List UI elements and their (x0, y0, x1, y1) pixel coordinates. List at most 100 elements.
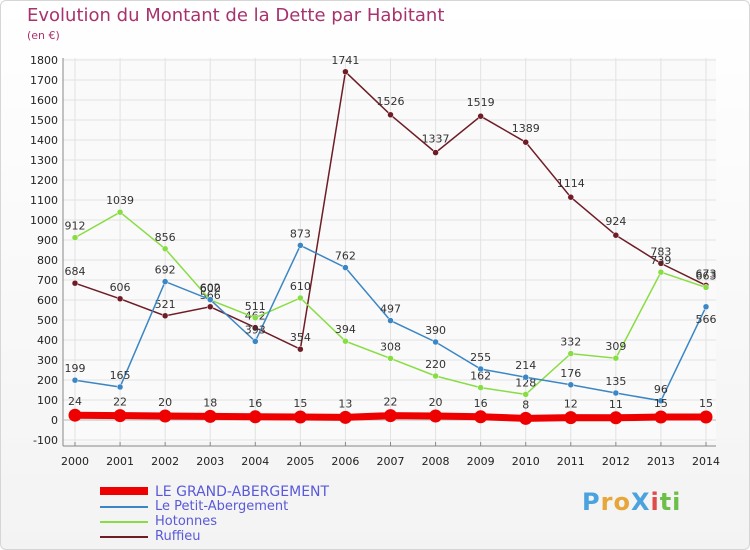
data-label-le-grand-abergement: 16 (248, 397, 262, 410)
data-label-hotonnes: 511 (245, 300, 266, 313)
legend-label: LE GRAND-ABERGEMENT (155, 484, 330, 500)
chart-title: Evolution du Montant de la Dette par Hab… (27, 5, 445, 26)
data-label-le-petit-abergement: 199 (65, 362, 86, 375)
y-tick-label: 900 (37, 234, 58, 247)
data-label-le-grand-abergement: 20 (158, 396, 172, 409)
data-point-ruffieu (567, 193, 575, 201)
y-tick-label: 300 (37, 354, 58, 367)
data-point-hotonnes (71, 234, 79, 241)
y-tick-label: 1200 (30, 174, 58, 187)
x-tick-label: 2009 (467, 455, 495, 468)
data-label-le-grand-abergement: 8 (522, 398, 529, 411)
data-label-hotonnes: 332 (560, 336, 581, 349)
logo-letter: i (672, 488, 682, 516)
y-tick-label: 1300 (30, 154, 58, 167)
y-tick-label: 800 (37, 254, 58, 267)
chart-subtitle: (en €) (27, 29, 60, 42)
data-point-ruffieu (477, 112, 484, 120)
y-tick-label: 1600 (30, 94, 58, 107)
y-tick-label: 1800 (30, 54, 58, 67)
data-label-ruffieu: 924 (605, 215, 626, 228)
data-label-ruffieu: 1519 (467, 96, 495, 109)
data-point-le-grand-abergement (293, 410, 307, 424)
proxiti-logo: ProXiti (582, 488, 681, 516)
legend-swatch (100, 536, 148, 538)
x-tick-label: 2004 (241, 455, 269, 468)
data-label-le-grand-abergement: 15 (699, 397, 713, 410)
data-label-ruffieu: 684 (65, 265, 86, 278)
data-label-le-petit-abergement: 497 (380, 303, 401, 316)
data-label-ruffieu: 1389 (512, 122, 540, 135)
data-label-ruffieu: 606 (110, 281, 131, 294)
data-label-le-petit-abergement: 873 (290, 227, 311, 240)
x-tick-label: 2013 (647, 455, 675, 468)
data-point-hotonnes (657, 268, 665, 276)
data-point-le-grand-abergement (203, 409, 217, 423)
x-tick-label: 2000 (61, 455, 89, 468)
data-point-hotonnes (297, 294, 304, 302)
x-tick-label: 2010 (512, 455, 540, 468)
plot-area (63, 58, 716, 442)
data-point-le-petit-abergement (71, 376, 79, 384)
legend-swatch (100, 506, 148, 508)
data-label-hotonnes: 309 (605, 340, 626, 353)
data-point-hotonnes (477, 384, 484, 391)
data-label-hotonnes: 739 (650, 254, 671, 267)
data-point-ruffieu (252, 324, 259, 331)
data-point-ruffieu (342, 68, 349, 76)
data-point-ruffieu (71, 279, 79, 287)
data-point-ruffieu (432, 149, 439, 156)
data-point-hotonnes (432, 372, 439, 380)
y-tick-label: 600 (37, 294, 58, 307)
data-point-le-petit-abergement (522, 373, 529, 381)
data-point-le-petit-abergement (432, 338, 439, 346)
data-label-le-grand-abergement: 15 (654, 397, 668, 410)
data-label-ruffieu: 1114 (557, 177, 585, 190)
y-tick-label: 1400 (30, 134, 58, 147)
logo-letter: P (582, 488, 601, 516)
x-tick-label: 2012 (602, 455, 630, 468)
y-tick-label: 700 (37, 274, 58, 287)
data-point-le-grand-abergement (699, 410, 713, 424)
data-point-le-grand-abergement (384, 409, 397, 423)
data-point-le-petit-abergement (702, 303, 710, 311)
legend-swatch (100, 487, 148, 495)
data-point-le-petit-abergement (387, 317, 394, 324)
data-point-le-grand-abergement (158, 409, 172, 423)
y-tick-label: 200 (37, 374, 58, 387)
data-label-hotonnes: 308 (380, 340, 401, 353)
data-label-le-grand-abergement: 20 (429, 396, 443, 409)
data-label-le-petit-abergement: 135 (605, 375, 626, 388)
data-label-ruffieu: 521 (155, 298, 176, 311)
data-label-hotonnes: 394 (335, 323, 356, 336)
data-label-ruffieu: 673 (696, 267, 717, 280)
legend-label: Hotonnes (155, 514, 218, 529)
data-point-hotonnes (161, 245, 169, 253)
data-point-le-grand-abergement (338, 410, 352, 424)
data-point-ruffieu (297, 345, 304, 353)
x-tick-label: 2011 (557, 455, 585, 468)
data-point-le-grand-abergement (248, 410, 262, 424)
data-label-hotonnes: 856 (155, 231, 176, 244)
data-label-le-grand-abergement: 11 (609, 398, 623, 411)
data-point-hotonnes (702, 284, 710, 291)
data-point-le-grand-abergement (68, 408, 82, 422)
data-point-le-grand-abergement (564, 411, 578, 425)
data-point-le-grand-abergement (113, 409, 127, 423)
data-label-le-grand-abergement: 13 (338, 397, 352, 410)
data-point-ruffieu (612, 231, 620, 239)
data-label-ruffieu: 566 (200, 289, 221, 302)
y-tick-label: -100 (33, 434, 58, 447)
data-label-hotonnes: 162 (470, 370, 491, 383)
data-point-le-petit-abergement (567, 381, 575, 389)
data-point-le-petit-abergement (342, 264, 349, 271)
data-label-le-petit-abergement: 692 (155, 264, 176, 277)
data-point-hotonnes (522, 391, 529, 398)
data-label-hotonnes: 1039 (106, 194, 134, 207)
data-point-le-grand-abergement (429, 409, 443, 423)
legend-label: Ruffieu (155, 529, 201, 544)
data-label-le-petit-abergement: 165 (110, 369, 131, 382)
data-label-le-grand-abergement: 15 (293, 397, 307, 410)
logo-letter: o (613, 488, 631, 516)
